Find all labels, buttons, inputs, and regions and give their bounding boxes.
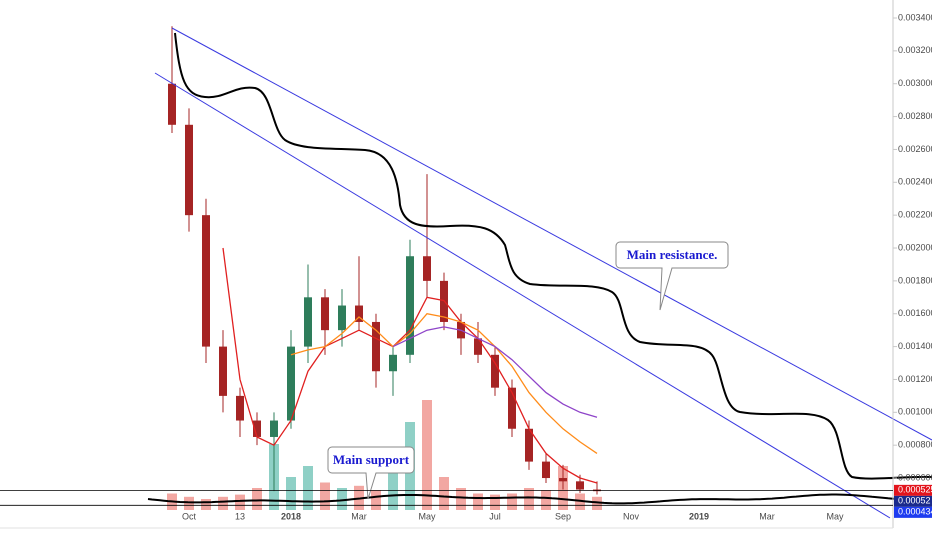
x-tick-label: May [826,511,844,521]
candle-body [542,461,550,479]
x-tick-label: Mar [351,511,367,521]
moving-average [290,312,598,454]
axes: 0.003400 0.003200 0.003000 0.002800 0.002600… [0,0,932,529]
volume-bar [524,488,534,510]
candle-body [525,428,533,462]
candle-body [559,478,567,482]
volume-bar [320,482,330,510]
price-layer [168,26,601,495]
candle-body [236,395,244,421]
support-wave [147,493,932,505]
x-tick-label: May [418,511,436,521]
y-tick-label: 0.002800 [898,111,932,121]
wave-drawing [174,32,932,480]
x-tick-label: 2019 [689,511,709,521]
x-tick-label: 13 [235,511,245,521]
candle-body [168,83,176,125]
volume-bar [507,493,517,510]
y-tick-label: 0.002000 [898,242,932,252]
y-tick-label: 0.003400 [898,12,932,22]
candle-body [287,346,295,421]
candle-body [576,481,584,490]
channel-line [154,72,891,519]
candle-body [338,305,346,331]
volume-bar [422,400,432,510]
volume-bar [388,455,398,510]
y-tick-label: 0.002600 [898,144,932,154]
volume-bar [439,477,449,510]
candle-body [253,420,261,437]
resistance-callout: Main resistance. [615,241,729,311]
callout-box [615,241,729,311]
moving-average [392,326,598,418]
candle-body [202,215,210,347]
candle-body [406,256,414,355]
y-tick-label: 0.000600 [898,472,932,482]
y-tick-label: 0.002400 [898,177,932,187]
candle-body [355,305,363,322]
y-tick-label: 0.001000 [898,407,932,417]
volume-bar [184,496,194,510]
y-tick-label: 0.001200 [898,374,932,384]
volume-bar [541,490,551,510]
support-callout: Main support [327,446,415,500]
candle-body [321,297,329,331]
x-tick-label: Oct [182,511,197,521]
price-badge [894,484,932,496]
x-tick-label: Jul [489,511,501,521]
x-tick-label: Sep [555,511,571,521]
moving-average [222,247,598,484]
candle-body [474,338,482,355]
candle-body [491,354,499,388]
annotation: Main resistance. [627,247,718,262]
y-tick-label: 0.001400 [898,341,932,351]
x-tick-label: 2018 [281,511,301,521]
candle-body [423,256,431,281]
volume-bar [201,499,211,510]
candle-body [304,297,312,347]
candle-body [185,124,193,216]
volume-bar [456,488,466,510]
candle-body [508,387,516,429]
x-tick-label: Mar [759,511,775,521]
y-tick-label: 0.000800 [898,440,932,450]
volume-bar [473,493,483,510]
candle-body [389,354,397,372]
volume-bar [252,488,262,510]
volume-bar [592,496,602,510]
volume-bar [371,490,381,510]
price-badge-label: 0.000434 [898,507,932,517]
price-badge [894,495,932,507]
volume-bar [218,496,228,510]
volume-bar [337,488,347,510]
y-tick-label: 0.003000 [898,78,932,88]
y-tick-label: 0.001600 [898,308,932,318]
candle-body [372,321,380,372]
x-tick-label: Nov [623,511,640,521]
drawings: Main resistance. Main support [147,27,932,519]
volume-bar [286,477,296,510]
callout-box [327,446,415,500]
y-tick-label: 0.001800 [898,275,932,285]
volume-bar [303,466,313,510]
volume-bar [235,494,245,510]
price-badge [894,506,932,518]
price-badge-label: 0.00052 [898,496,931,506]
y-tick-label: 0.003200 [898,45,932,55]
candle-body [219,346,227,396]
candle-body [270,420,278,437]
price-badge-label: 0.000525 [898,485,932,495]
volume-bar [490,494,500,510]
annotation: Main support [333,452,410,467]
y-tick-label: 0.002200 [898,210,932,220]
resistance-line [171,27,932,441]
